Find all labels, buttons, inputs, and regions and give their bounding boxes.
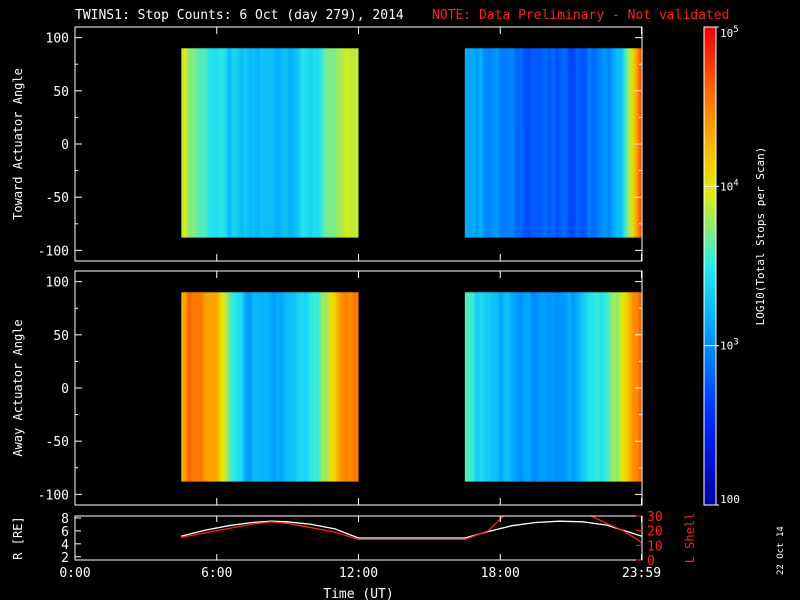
orbit-ytick-label: 8 xyxy=(61,512,69,527)
top-ytick-label: -100 xyxy=(38,244,69,259)
orbit-ytick-right-label: 0 xyxy=(647,554,655,569)
date-stamp: 22 Oct 14 xyxy=(776,526,786,575)
middle-ytick-label: 0 xyxy=(61,382,69,397)
top-panel xyxy=(74,26,643,262)
top-ytick-label: 0 xyxy=(61,138,69,153)
chart-title: TWINS1: Stop Counts: 6 Oct (day 279), 20… xyxy=(0,8,800,26)
chart-title-note: NOTE: Data Preliminary - Not validated xyxy=(432,8,730,23)
orbit-ylabel-left: R [RE] xyxy=(11,516,25,559)
top-ytick-label: 100 xyxy=(46,32,69,47)
middle-ytick-label: 100 xyxy=(46,276,69,291)
orbit-ytick-right-label: 10 xyxy=(647,539,663,554)
orbit-series-line-radius xyxy=(181,520,642,539)
xtick-label: 23:59 xyxy=(622,566,661,581)
orbit-ytick-label: 4 xyxy=(61,538,69,553)
top-data-block-0 xyxy=(181,48,359,238)
x-axis-label: Time (UT) xyxy=(323,587,393,600)
orbit-ytick-label: 6 xyxy=(61,525,69,540)
top-data-block-1 xyxy=(464,48,642,238)
xtick-label: 12:00 xyxy=(339,566,378,581)
middle-ylabel: Away Actuator Angle xyxy=(11,319,25,456)
orbit-ytick-right-label: 30 xyxy=(647,510,663,525)
colorbar-bar xyxy=(703,26,717,506)
xtick-label: 6:00 xyxy=(201,566,232,581)
colorbar-tick-label: 104 xyxy=(720,178,739,193)
colorbar-label: LOG10(Total Stops per Scan) xyxy=(754,147,767,326)
middle-ytick-label: -100 xyxy=(38,488,69,503)
chart-title-main: TWINS1: Stop Counts: 6 Oct (day 279), 20… xyxy=(75,8,404,23)
orbit-ytick-label: 2 xyxy=(61,551,69,566)
top-ylabel: Toward Actuator Angle xyxy=(11,68,25,220)
colorbar-tick-label: 100 xyxy=(720,493,740,506)
orbit-ylabel-right: L Shell xyxy=(683,513,697,564)
xtick-label: 0:00 xyxy=(59,566,90,581)
top-ytick-label: 50 xyxy=(53,85,69,100)
xtick-label: 18:00 xyxy=(481,566,520,581)
middle-panel xyxy=(74,270,643,506)
orbit-panel: R [RE] L Shell xyxy=(11,513,697,564)
colorbar: 100 103 104 105 xyxy=(703,25,740,506)
middle-ytick-label: 50 xyxy=(53,329,69,344)
orbit-ytick-right-label: 20 xyxy=(647,525,663,540)
colorbar-tick-label: 103 xyxy=(720,338,739,353)
middle-data-block-0 xyxy=(181,292,359,482)
orbit-series-line-lshell xyxy=(181,516,642,543)
top-ytick-label: -50 xyxy=(46,191,69,206)
middle-data-block-1 xyxy=(464,292,642,482)
colorbar-tick-label: 105 xyxy=(720,25,739,40)
middle-ytick-label: -50 xyxy=(46,435,69,450)
